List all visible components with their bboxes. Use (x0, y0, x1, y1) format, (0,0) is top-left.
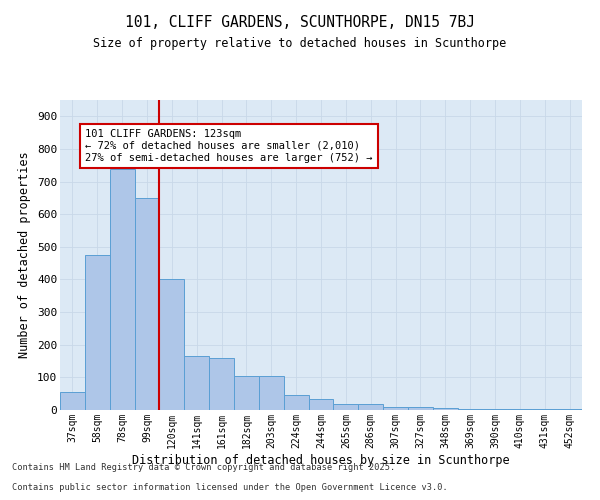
Bar (308, 398, 334, 410)
Bar (184, 356, 209, 410)
Bar (259, 376, 284, 410)
Y-axis label: Number of detached properties: Number of detached properties (19, 152, 31, 358)
Bar (85, 255, 110, 410)
Text: 101, CLIFF GARDENS, SCUNTHORPE, DN15 7BJ: 101, CLIFF GARDENS, SCUNTHORPE, DN15 7BJ (125, 15, 475, 30)
Text: Size of property relative to detached houses in Scunthorpe: Size of property relative to detached ho… (94, 38, 506, 51)
Bar (209, 358, 234, 410)
Bar (60, 392, 85, 410)
Bar (110, 168, 134, 410)
Bar (433, 408, 458, 410)
Bar (358, 404, 383, 410)
Bar (458, 408, 482, 410)
Bar (284, 396, 308, 410)
Bar (160, 280, 184, 410)
Bar (334, 404, 358, 410)
X-axis label: Distribution of detached houses by size in Scunthorpe: Distribution of detached houses by size … (132, 454, 510, 466)
Bar (234, 376, 259, 410)
Text: Contains HM Land Registry data © Crown copyright and database right 2025.: Contains HM Land Registry data © Crown c… (12, 464, 395, 472)
Text: 101 CLIFF GARDENS: 123sqm
← 72% of detached houses are smaller (2,010)
27% of se: 101 CLIFF GARDENS: 123sqm ← 72% of detac… (85, 130, 373, 162)
Bar (383, 406, 408, 410)
Text: Contains public sector information licensed under the Open Government Licence v3: Contains public sector information licen… (12, 484, 448, 492)
Bar (408, 406, 433, 410)
Bar (134, 198, 160, 410)
